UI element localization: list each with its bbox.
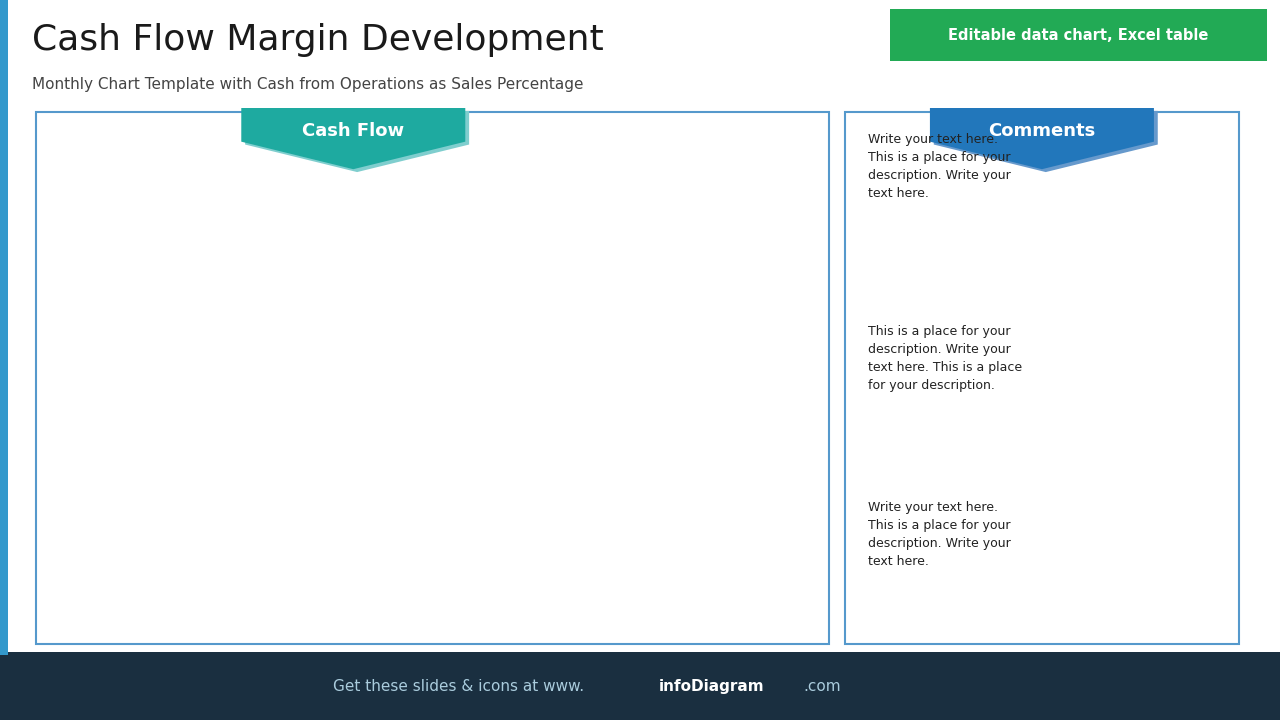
Bar bbox=[694, 298, 733, 605]
Text: Editable data chart, Excel table: Editable data chart, Excel table bbox=[948, 28, 1208, 42]
FancyBboxPatch shape bbox=[0, 652, 1280, 720]
Bar bbox=[399, 526, 438, 605]
FancyBboxPatch shape bbox=[890, 9, 1267, 61]
Text: Get these slides & icons at www.: Get these slides & icons at www. bbox=[333, 679, 584, 693]
Text: infoDiagram: infoDiagram bbox=[659, 679, 765, 693]
Polygon shape bbox=[934, 111, 1158, 172]
Text: Million USD: Million USD bbox=[26, 160, 105, 174]
Polygon shape bbox=[931, 108, 1155, 169]
Text: This is a place for your
description. Write your
text here. This is a place
for : This is a place for your description. Wr… bbox=[868, 325, 1021, 392]
Text: Monthly Chart Template with Cash from Operations as Sales Percentage: Monthly Chart Template with Cash from Op… bbox=[32, 77, 584, 91]
Bar bbox=[361, 426, 399, 605]
Bar bbox=[288, 523, 328, 605]
Polygon shape bbox=[242, 108, 466, 169]
Bar bbox=[622, 502, 660, 605]
Bar bbox=[138, 382, 177, 605]
Text: Cash Flow: Cash Flow bbox=[302, 122, 404, 140]
FancyBboxPatch shape bbox=[0, 0, 1280, 655]
FancyBboxPatch shape bbox=[845, 112, 1239, 644]
Bar bbox=[733, 561, 772, 605]
Bar bbox=[582, 358, 622, 605]
Bar bbox=[511, 473, 549, 605]
Bar bbox=[472, 379, 511, 605]
Polygon shape bbox=[246, 111, 470, 172]
Legend: Sales, Cash Flow, Cash Flow Margin: Sales, Cash Flow, Cash Flow Margin bbox=[113, 115, 483, 141]
FancyBboxPatch shape bbox=[0, 0, 8, 655]
Bar bbox=[250, 445, 288, 605]
Text: Comments: Comments bbox=[988, 122, 1096, 140]
Text: .com: .com bbox=[804, 679, 841, 693]
FancyBboxPatch shape bbox=[36, 112, 829, 644]
Bar bbox=[177, 561, 216, 605]
Text: Cash Flow Margin Development: Cash Flow Margin Development bbox=[32, 22, 604, 57]
Text: Write your text here.
This is a place for your
description. Write your
text here: Write your text here. This is a place fo… bbox=[868, 133, 1011, 200]
Text: Write your text here.
This is a place for your
description. Write your
text here: Write your text here. This is a place fo… bbox=[868, 500, 1011, 567]
